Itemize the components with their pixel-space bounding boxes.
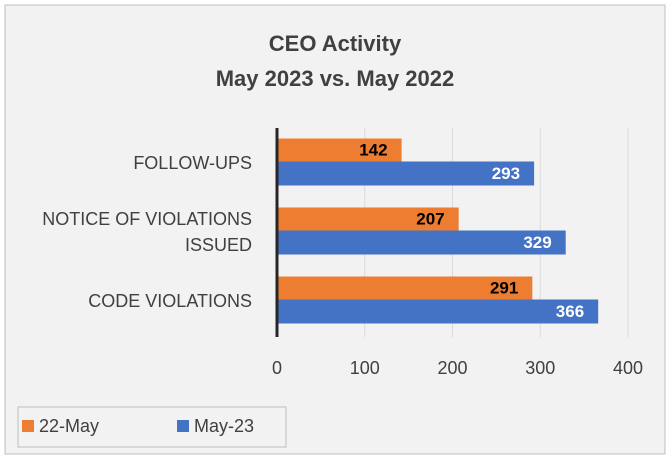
bar: [277, 161, 535, 186]
chart-subtitle: May 2023 vs. May 2022: [216, 66, 455, 91]
x-tick-label: 100: [350, 358, 380, 378]
x-tick-label: 300: [525, 358, 555, 378]
x-tick-label: 200: [437, 358, 467, 378]
bar: [277, 230, 566, 255]
data-label: 207: [416, 209, 444, 228]
bar: [277, 138, 402, 162]
bar: [277, 276, 533, 300]
legend-box: [17, 406, 287, 448]
x-tick-label: 400: [613, 358, 643, 378]
data-label: 293: [492, 164, 520, 183]
legend-label: May-23: [194, 416, 254, 436]
legend-label: 22-May: [39, 416, 99, 436]
legend-swatch: [22, 420, 34, 432]
bar: [277, 299, 599, 324]
data-label: 329: [523, 233, 551, 252]
y-tick-label: FOLLOW-UPS: [133, 152, 252, 173]
data-label: 366: [556, 302, 584, 321]
y-tick-label: CODE VIOLATIONS: [88, 290, 252, 311]
data-label: 291: [490, 278, 518, 297]
y-tick-label: NOTICE OF VIOLATIONS ISSUED: [42, 208, 252, 255]
x-tick-label: 0: [272, 358, 282, 378]
legend-swatch: [177, 420, 189, 432]
data-label: 142: [359, 140, 387, 159]
bar: [277, 207, 459, 231]
chart-title: CEO Activity: [269, 31, 402, 56]
